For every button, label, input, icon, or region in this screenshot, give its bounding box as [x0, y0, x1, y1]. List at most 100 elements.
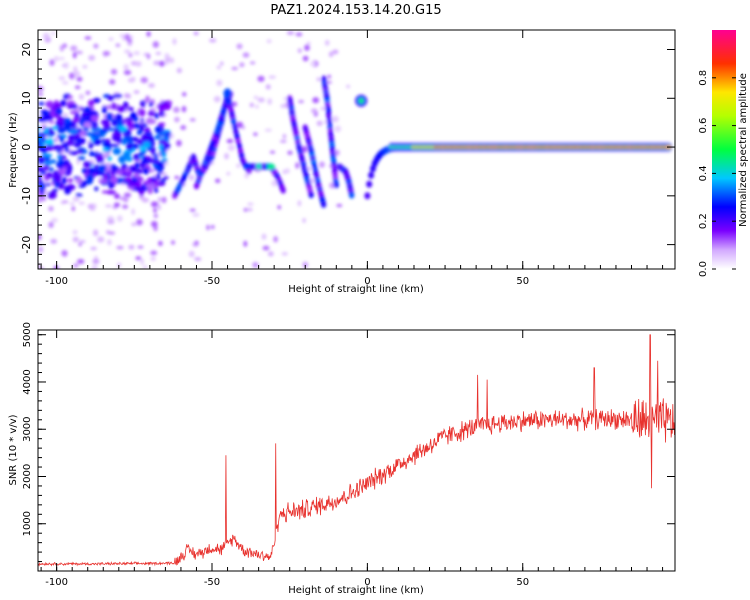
spectrogram-blob	[242, 52, 250, 58]
spectrogram-blob	[76, 76, 83, 82]
spectrogram-blob	[41, 196, 47, 202]
spectrogram-blob	[281, 252, 288, 256]
spectrogram-blob	[48, 221, 54, 228]
spectrogram-blob	[236, 163, 241, 168]
spectrogram-blob	[141, 133, 149, 142]
spectrogram-blob	[121, 137, 128, 145]
spectrogram-blob	[135, 61, 142, 67]
spectrogram-blob	[140, 77, 148, 84]
spectrogram-blob	[148, 83, 155, 88]
spectrogram-blob	[118, 125, 128, 132]
spectrogram-blob	[106, 166, 112, 172]
snr-xtick-label: -100	[45, 577, 68, 588]
colorbar-tick-label: 0.8	[698, 70, 709, 86]
spectrogram-blob	[308, 191, 314, 199]
spectrogram-blob	[110, 68, 118, 75]
spectrogram-blob	[88, 142, 94, 149]
spectrogram-blob	[38, 140, 43, 146]
spectrogram-blob	[188, 250, 195, 258]
spectrogram-blob	[125, 117, 133, 121]
spectrogram-blob	[132, 153, 140, 161]
spectrogram-blob	[49, 59, 55, 66]
colorbar: 0.0 0.2 0.4 0.6 0.8 Normalized spectral ampl…	[698, 30, 749, 277]
spectrogram-blob	[112, 131, 122, 138]
spectrogram-blob	[107, 219, 115, 225]
spectrogram-blob	[134, 125, 140, 130]
spectrogram-blob	[61, 200, 69, 204]
spectrogram-blob	[101, 138, 107, 143]
spectrogram-blob	[224, 152, 229, 160]
spectrogram-blob	[273, 236, 278, 243]
spectrogram-blob	[286, 31, 295, 35]
spectrogram-blob	[146, 31, 151, 37]
spectrogram-blob	[133, 168, 144, 174]
spectrogram-blob	[236, 43, 243, 50]
spectrogram-blob	[52, 144, 62, 151]
spectrogram-blob	[136, 130, 143, 136]
spectrogram-blob	[334, 125, 342, 133]
spectrogram-blob	[131, 208, 135, 216]
spectrogram-blob	[295, 162, 300, 169]
spectrogram-blob	[92, 97, 101, 104]
spectrogram-blob	[38, 246, 44, 253]
spectrogram-blob	[64, 163, 72, 167]
spectrogram-blob	[253, 132, 258, 137]
snr-xlabel: Height of straight line (km)	[288, 585, 424, 596]
colorbar-tick-label: 0.2	[698, 213, 709, 229]
spectrogram-blob	[334, 149, 340, 156]
spectrogram-blob	[88, 55, 96, 61]
spectrogram-blob	[59, 182, 64, 190]
spectrogram-blob	[53, 137, 58, 143]
spectrogram-blob	[115, 170, 123, 175]
spectrogram-blob	[66, 178, 74, 183]
spectrogram-blob	[143, 167, 150, 175]
spectrogram-blob	[45, 182, 51, 187]
spectrogram-blob	[172, 38, 177, 45]
spectrogram-blob	[141, 197, 150, 203]
spectrogram-blob	[110, 176, 118, 184]
spectrogram-blob	[163, 175, 169, 180]
spectrogram-blob	[368, 171, 375, 179]
spectrogram-blob	[112, 94, 123, 98]
spectrogram-blob	[109, 143, 120, 148]
spectrogram-blob	[73, 66, 78, 73]
spectrogram-blob	[76, 150, 84, 154]
spectrogram-blob	[247, 202, 254, 206]
spectrogram-blob	[100, 119, 110, 126]
spectrogram-blob	[158, 181, 166, 187]
snr-series-line	[38, 334, 675, 567]
spectrogram-blob	[101, 105, 108, 114]
spectrogram-blob	[116, 245, 124, 250]
spectrogram-ylabel: Frequency (Hz)	[8, 112, 19, 188]
spectrogram-blob	[319, 161, 325, 168]
spectrogram-ytick-label: -10	[20, 187, 33, 205]
spectrogram-blob	[110, 165, 119, 172]
spectrogram-blob	[282, 133, 287, 139]
spectrogram-blob	[328, 51, 334, 58]
spectrogram-blob	[157, 196, 162, 203]
spectrogram-blob	[161, 100, 169, 105]
spectrogram-blob	[320, 106, 328, 111]
spectrogram-blob	[83, 161, 92, 168]
spectrogram-blob	[153, 60, 161, 66]
spectrogram-blob	[157, 204, 162, 211]
spectrogram-blob	[122, 151, 129, 159]
spectrogram-blob	[69, 128, 79, 135]
spectrogram-blob	[268, 75, 276, 79]
spectrogram-blob	[48, 206, 54, 212]
spectrogram-blob	[60, 134, 67, 139]
spectrogram-ytick-label: -20	[20, 236, 33, 254]
spectrogram-blob	[67, 134, 78, 142]
spectrogram-blob	[164, 61, 169, 65]
spectrogram-blob	[249, 61, 256, 65]
figure-title: PAZ1.2024.153.14.20.G15	[270, 3, 441, 18]
spectrogram-blob	[72, 51, 77, 59]
spectrogram-blob	[279, 139, 287, 143]
spectrogram-blob	[64, 186, 71, 195]
spectrogram-blob	[280, 187, 286, 194]
spectrogram-blob	[152, 107, 156, 111]
spectrogram-blob	[73, 263, 79, 268]
spectrogram-blob	[364, 192, 371, 200]
spectrogram-blob	[213, 96, 221, 103]
